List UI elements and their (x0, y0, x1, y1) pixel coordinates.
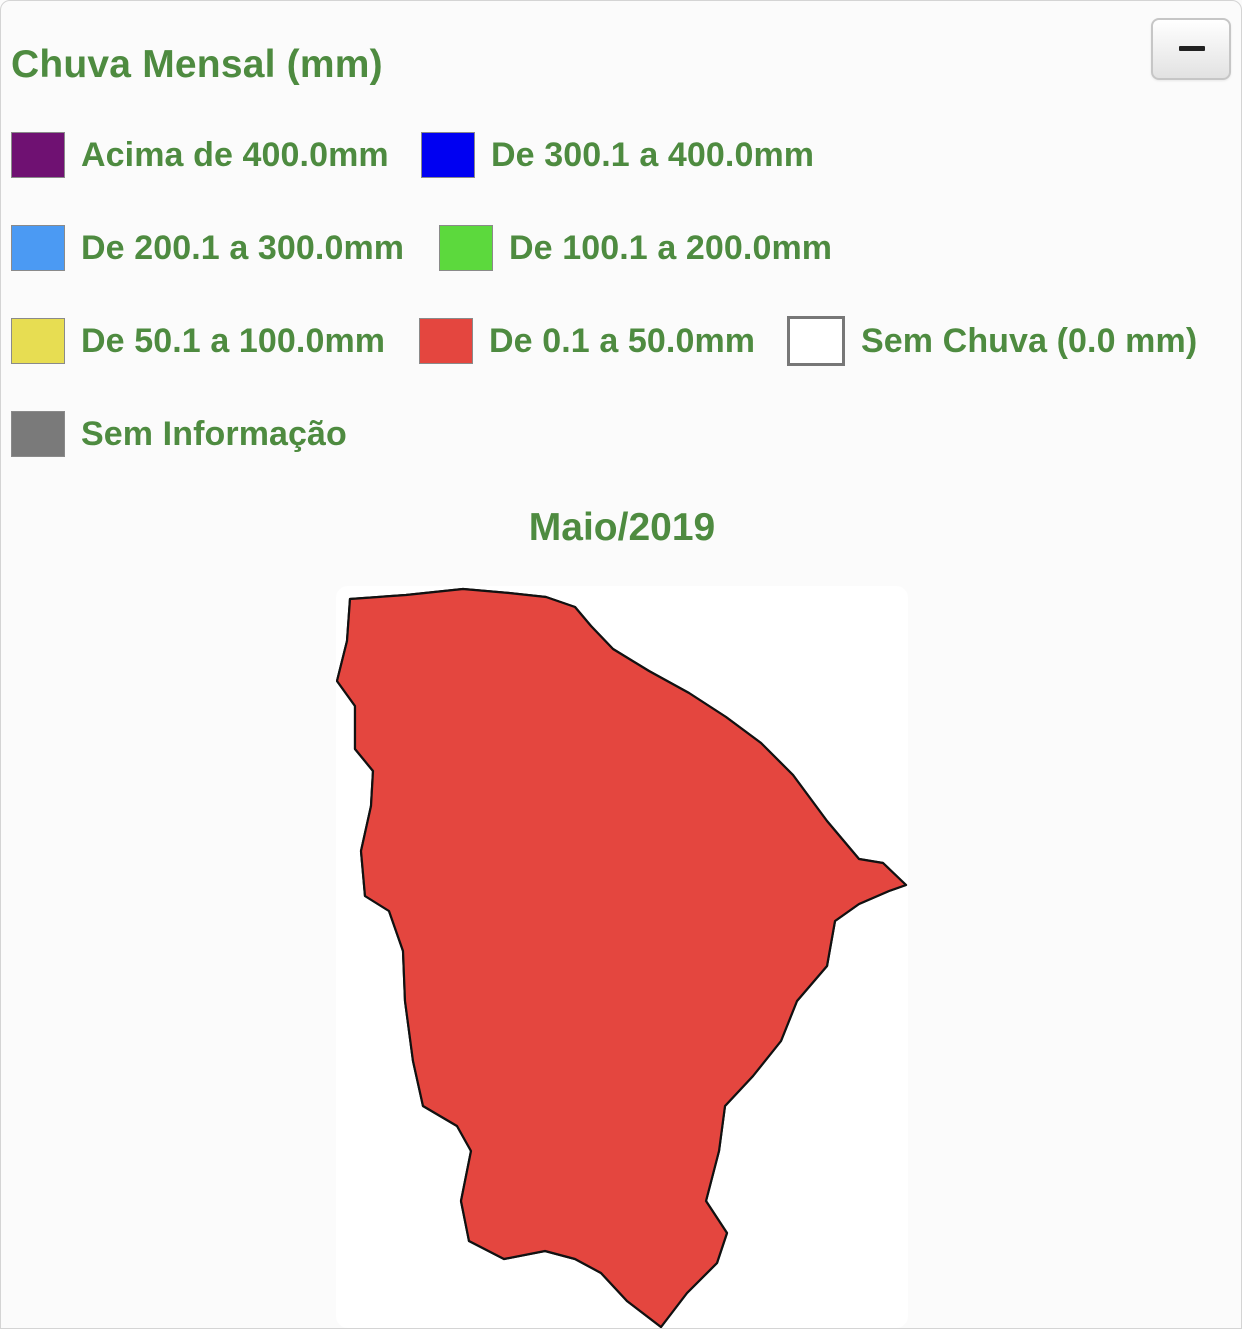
legend-swatch (11, 132, 65, 178)
legend-label: Sem Informação (81, 414, 347, 453)
legend-label: De 100.1 a 200.0mm (509, 228, 833, 267)
legend-label: Sem Chuva (0.0 mm) (861, 321, 1198, 360)
minus-icon (1179, 46, 1205, 51)
legend-item-300-400: De 300.1 a 400.0mm (421, 131, 814, 179)
legend-swatch (421, 132, 475, 178)
panel-title: Chuva Mensal (mm) (11, 43, 383, 86)
collapse-button[interactable] (1151, 18, 1231, 80)
legend-item-50-100: De 50.1 a 100.0mm (11, 317, 385, 365)
legend-item-0-50: De 0.1 a 50.0mm (419, 317, 755, 365)
legend-swatch (11, 225, 65, 271)
legend-item-no-info: Sem Informação (11, 410, 347, 458)
map-month-title: Maio/2019 (528, 506, 716, 549)
legend-label: Acima de 400.0mm (81, 135, 389, 174)
legend-label: De 200.1 a 300.0mm (81, 228, 405, 267)
legend-label: De 50.1 a 100.0mm (81, 321, 386, 360)
legend-label: De 0.1 a 50.0mm (489, 321, 756, 360)
legend-item-100-200: De 100.1 a 200.0mm (439, 224, 832, 272)
legend-item-no-rain: Sem Chuva (0.0 mm) (787, 316, 1198, 366)
legend-item-200-300: De 200.1 a 300.0mm (11, 224, 404, 272)
map-container (336, 586, 908, 1328)
legend-swatch (11, 318, 65, 364)
legend-label: De 300.1 a 400.0mm (491, 135, 815, 174)
legend-swatch (787, 316, 845, 366)
legend-item-above-400: Acima de 400.0mm (11, 131, 389, 179)
legend-swatch (419, 318, 473, 364)
legend-swatch (439, 225, 493, 271)
rainfall-map (336, 587, 908, 1328)
legend-swatch (11, 411, 65, 457)
